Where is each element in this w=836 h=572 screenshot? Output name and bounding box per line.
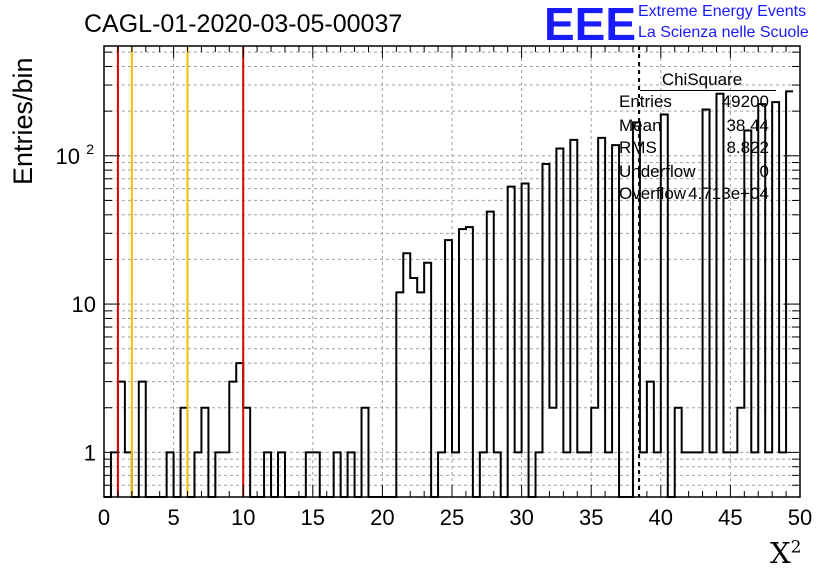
x-tick-label: 50 [788,505,812,530]
x-tick-label: 0 [98,505,110,530]
y-tick-label: 10 [72,292,96,317]
stats-value: 38.44 [726,116,769,135]
stats-key: RMS [619,138,657,157]
logo-mark: EEE [544,2,636,44]
x-tick-label: 20 [370,505,394,530]
stats-value: 49200 [721,92,769,111]
x-tick-label: 25 [440,505,464,530]
stats-row: Mean 38.44 [619,116,769,136]
stats-row: Entries 49200 [619,92,769,112]
y-tick-label: 1 [84,440,96,465]
logo-line-2: La Scienza nelle Scuole [638,24,809,41]
x-tick-label: 45 [718,505,742,530]
stats-key: Entries [619,92,672,111]
stats-key: Mean [619,116,662,135]
stats-row: Overflow 4.713e+04 [619,184,769,204]
histogram-series [104,90,794,498]
chart-title: CAGL-01-2020-03-05-00037 [84,10,403,38]
x-tick-label: 30 [509,505,533,530]
x-tick-label: 5 [167,505,179,530]
y-axis-label: Entries/bin [8,57,38,185]
logo-line-1: Extreme Energy Events [638,3,807,20]
x-tick-label: 40 [649,505,673,530]
stats-title: ChiSquare [661,70,743,89]
y-tick-label: 10 [56,144,80,169]
y-tick-exponent: 2 [86,141,94,157]
x-tick-label: 15 [301,505,325,530]
stats-row: Underflow 0 [619,162,769,182]
x-tick-label: 10 [231,505,255,530]
stats-value: 8.822 [726,138,769,157]
stats-divider [640,90,776,91]
stats-box: ChiSquare Entries 49200 Mean 38.44 RMS 8… [612,70,778,206]
stats-key: Overflow [619,184,687,203]
stats-value: 4.713e+04 [688,184,769,203]
stats-key: Underflow [619,162,696,181]
x-tick-label: 35 [579,505,603,530]
stats-value: 0 [759,162,769,181]
eee-logo: EEE [544,2,636,44]
x-axis-label: X2 [770,536,802,570]
stats-row: RMS 8.822 [619,138,769,158]
